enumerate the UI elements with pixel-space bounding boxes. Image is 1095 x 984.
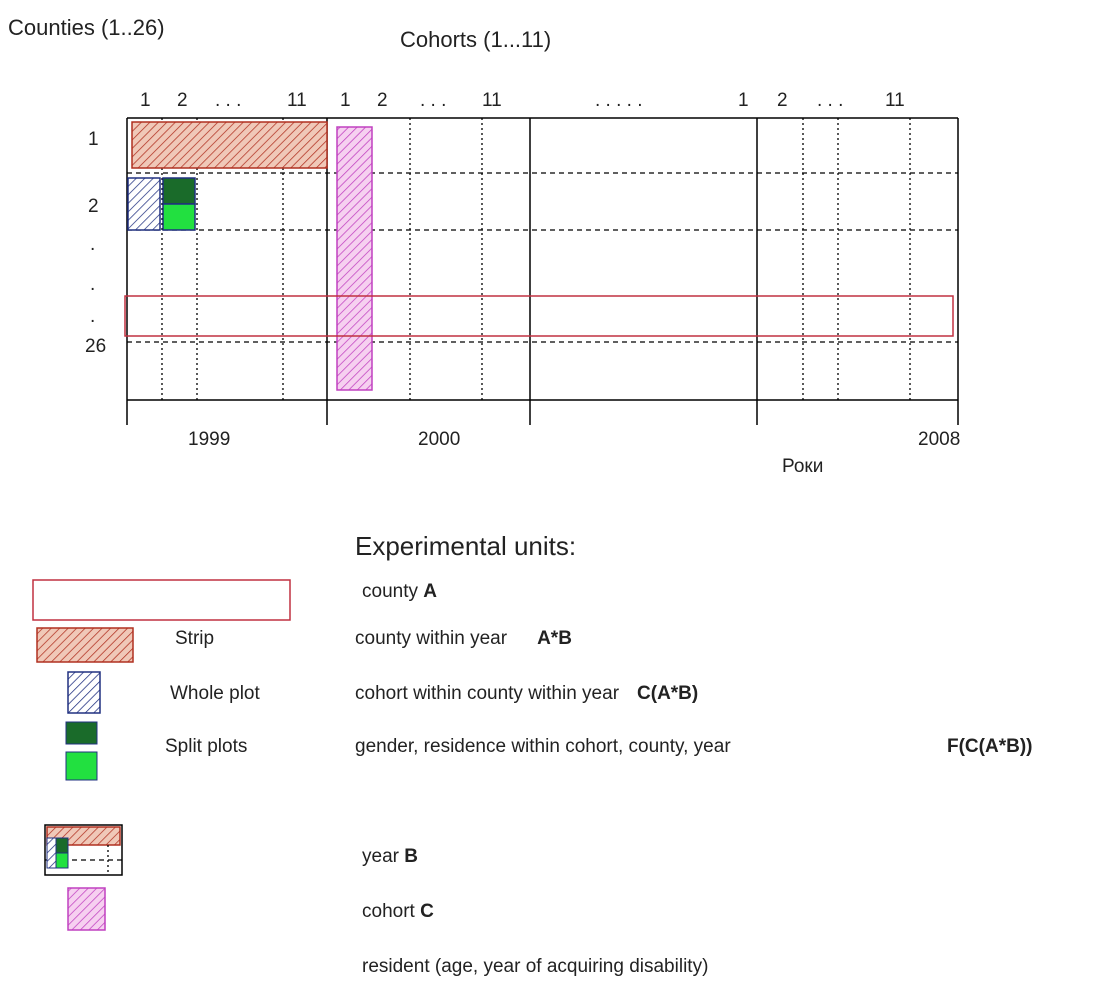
column-label: . . .: [420, 90, 446, 111]
row-labels: 1 2... 26: [85, 129, 106, 357]
column-label: 11: [885, 90, 905, 111]
units: [124, 121, 954, 391]
column-label: 2: [177, 90, 188, 111]
column-label: . . . . .: [595, 90, 643, 111]
cohorts-label: Cohorts (1...11): [400, 27, 551, 52]
legend-item: cohort C: [362, 901, 434, 922]
year-label: 2008: [918, 429, 960, 450]
column-label: 2: [777, 90, 788, 111]
row-label: 2: [88, 196, 99, 217]
column-label: 1: [738, 90, 749, 111]
column-label: . . .: [215, 90, 241, 111]
axis-label: Роки: [782, 456, 823, 477]
legend-title: Experimental units:: [355, 531, 576, 561]
column-label: 11: [482, 90, 502, 111]
legend-item: county within year A*B: [355, 628, 572, 649]
row-label: 1: [88, 129, 99, 150]
row-label: 26: [85, 336, 106, 357]
row-label: .: [90, 274, 95, 295]
legend-item: resident (age, year of acquiring disabil…: [362, 956, 708, 977]
row-label: .: [90, 234, 95, 255]
legend-item: county A: [362, 581, 437, 602]
legend-item: year B: [362, 846, 418, 867]
legend-item: cohort within county within year C(A*B): [355, 683, 698, 704]
legend-label: Strip: [175, 628, 214, 649]
column-label: . . .: [817, 90, 843, 111]
year-label: 1999: [188, 429, 230, 450]
year-label: 2000: [418, 429, 460, 450]
counties-label: Counties (1..26): [8, 15, 165, 40]
column-label: 11: [287, 90, 307, 111]
legend-code: F(C(A*B)): [947, 736, 1032, 757]
column-label: 1: [140, 90, 151, 111]
column-label: 1: [340, 90, 351, 111]
legend-label: Whole plot: [170, 683, 260, 704]
legend-item: gender, residence within cohort, county,…: [355, 736, 731, 757]
column-label: 2: [377, 90, 388, 111]
legend-label: Split plots: [165, 736, 247, 757]
row-label: .: [90, 306, 95, 327]
legend-swatches: [32, 579, 291, 931]
